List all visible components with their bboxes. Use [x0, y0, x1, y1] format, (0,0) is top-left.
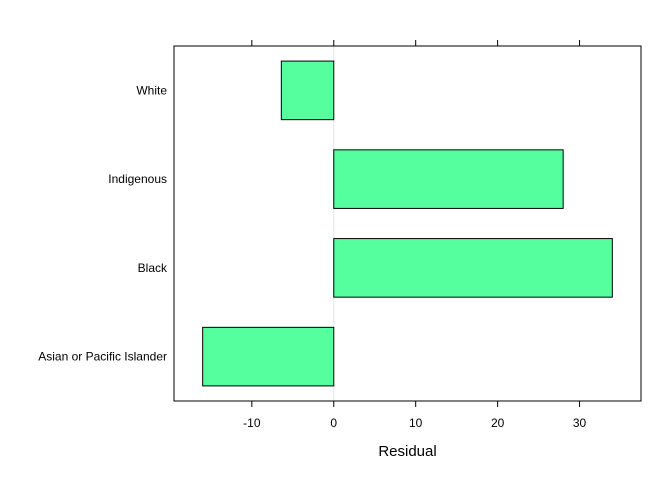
- x-tick-label: 0: [330, 416, 337, 430]
- x-axis-ticks: -10 0 10 20 30: [243, 40, 587, 430]
- bars-group: [202, 46, 613, 401]
- plot-frame: [173, 45, 642, 402]
- y-category-label: White: [136, 83, 167, 97]
- x-tick-label: 30: [573, 416, 587, 430]
- bar-black: [333, 238, 613, 298]
- y-category-label: Asian or Pacific Islander: [38, 350, 167, 364]
- bar-indigenous: [333, 149, 564, 209]
- bar-white: [280, 60, 335, 121]
- y-axis-labels: Asian or Pacific Islander Black Indigenous…: [38, 83, 168, 363]
- y-category-label: Black: [138, 261, 168, 275]
- bar-asian-or-pacific-islander: [202, 326, 335, 387]
- x-axis-title: Residual: [378, 443, 436, 460]
- y-category-label: Indigenous: [108, 172, 167, 186]
- x-tick-label: -10: [243, 416, 261, 430]
- x-tick-label: 20: [491, 416, 505, 430]
- x-tick-label: 10: [409, 416, 423, 430]
